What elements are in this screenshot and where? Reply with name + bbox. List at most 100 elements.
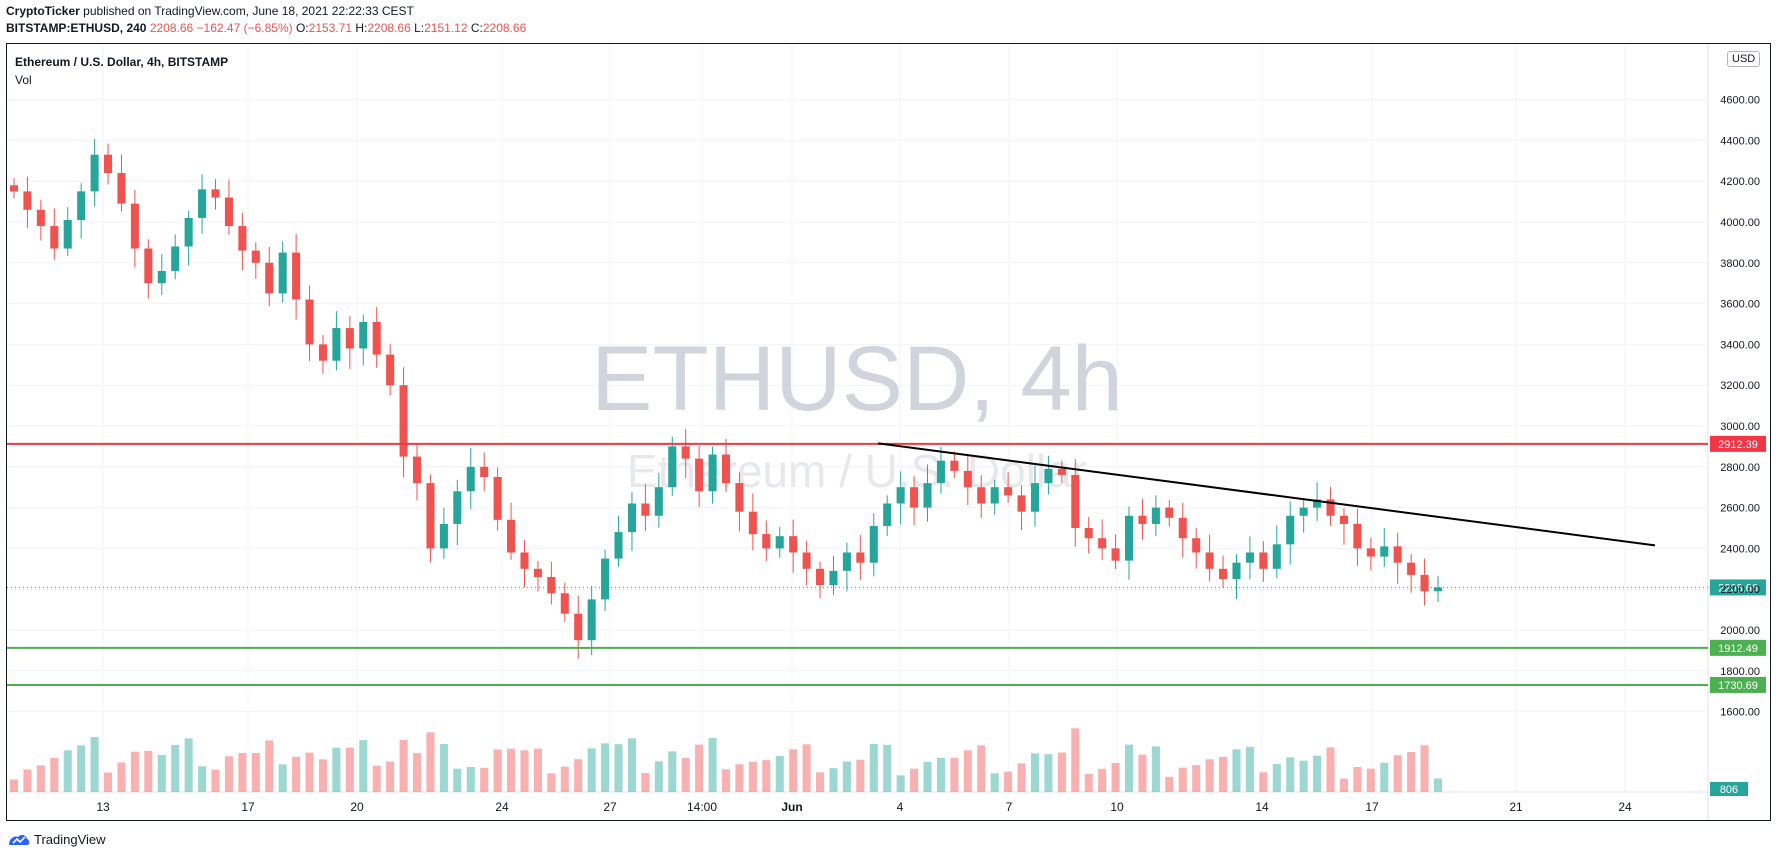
- high-value: 2208.66: [367, 21, 411, 35]
- candle-body: [77, 191, 86, 220]
- candle-body: [1353, 523, 1362, 549]
- volume-bar: [1286, 757, 1295, 792]
- candle-body: [1272, 544, 1281, 569]
- candle-body: [507, 519, 516, 553]
- volume-bar: [627, 738, 636, 792]
- y-tick-label: 4200.00: [1720, 176, 1760, 188]
- candle-body: [412, 456, 422, 484]
- y-tick-label: 3400.00: [1720, 339, 1760, 351]
- candle-body: [721, 454, 731, 484]
- volume-bar: [1433, 778, 1443, 792]
- currency-badge[interactable]: USD: [1727, 51, 1761, 67]
- volume-bar: [520, 750, 529, 792]
- candle-body: [601, 558, 610, 600]
- candle-body: [36, 209, 45, 227]
- volume-bar: [1366, 768, 1375, 792]
- volume-bar: [789, 749, 798, 792]
- y-tick-label: 2000.00: [1720, 625, 1760, 637]
- volume-bar: [23, 769, 32, 792]
- candle-body: [1044, 468, 1053, 484]
- volume-bar: [157, 755, 166, 792]
- volume-bar: [856, 759, 865, 792]
- volume-bar: [211, 769, 220, 792]
- volume-bar: [1205, 759, 1214, 792]
- volume-bar: [265, 740, 274, 792]
- volume-bar: [1017, 763, 1026, 792]
- candle-body: [198, 189, 207, 218]
- volume-bar: [412, 753, 422, 792]
- price-change: −162.47 (−6.85%): [196, 21, 293, 35]
- candle-body: [1259, 552, 1268, 569]
- x-tick-label: 17: [241, 800, 255, 814]
- y-tick-label: 4400.00: [1720, 135, 1760, 147]
- candle-body: [963, 470, 972, 488]
- x-tick-label: 10: [1110, 800, 1124, 814]
- volume-bar: [278, 764, 287, 792]
- candle-body: [654, 487, 663, 516]
- volume-bar: [466, 767, 475, 792]
- y-tick-label: 3000.00: [1720, 421, 1760, 433]
- volume-label-bg: [1710, 782, 1748, 796]
- volume-bar: [614, 744, 623, 792]
- price-label: 1730.69: [1718, 680, 1758, 692]
- volume-bar: [560, 766, 569, 792]
- volume-bar: [681, 758, 690, 792]
- published-text: published on TradingView.com, June 18, 2…: [83, 4, 414, 18]
- y-tick-label: 2600.00: [1720, 503, 1760, 515]
- volume-bar: [1044, 754, 1053, 792]
- volume-bar: [1313, 755, 1322, 792]
- candle-body: [802, 552, 811, 569]
- author-name[interactable]: CryptoTicker: [6, 4, 80, 18]
- candle-body: [1205, 552, 1214, 569]
- volume-bar: [1138, 754, 1147, 792]
- volume-bar: [184, 738, 193, 792]
- candle-body: [426, 483, 435, 549]
- volume-label: 806: [1720, 784, 1738, 796]
- x-tick-label: 27: [603, 800, 617, 814]
- candle-body: [950, 460, 959, 471]
- volume-bar: [1165, 776, 1174, 792]
- volume-bar: [654, 761, 663, 792]
- volume-bar: [50, 757, 59, 792]
- volume-bar: [721, 769, 731, 792]
- volume-bar: [950, 757, 959, 792]
- candle-body: [627, 503, 636, 533]
- candle-body: [1339, 515, 1348, 524]
- candle-body: [1366, 548, 1375, 557]
- volume-bar: [1124, 744, 1134, 792]
- volume-bar: [641, 773, 650, 792]
- volume-bar: [117, 762, 126, 792]
- candle-body: [1433, 587, 1443, 592]
- candle-body: [63, 219, 72, 249]
- volume-bar: [1071, 728, 1080, 792]
- candle-body: [735, 483, 744, 512]
- volume-bar: [104, 772, 113, 792]
- candle-body: [1084, 528, 1093, 539]
- candle-body: [399, 385, 408, 457]
- candle-body: [829, 570, 838, 586]
- y-tick-label: 1600.00: [1720, 707, 1760, 719]
- tradingview-logo-icon: [9, 834, 30, 845]
- candle-body: [104, 154, 113, 174]
- volume-bar: [1299, 760, 1308, 792]
- volume-bar: [251, 753, 260, 792]
- candle-body: [695, 458, 704, 492]
- candle-body: [1326, 499, 1335, 516]
- volume-bar: [1057, 752, 1066, 792]
- candle-body: [990, 487, 999, 504]
- volume-bar: [1178, 767, 1187, 792]
- candle-body: [238, 226, 247, 251]
- volume-bar: [1111, 763, 1120, 792]
- chart-frame[interactable]: [6, 43, 1771, 821]
- candle-body: [896, 487, 905, 504]
- volume-bar: [748, 761, 757, 792]
- candle-body: [856, 552, 865, 563]
- y-tick-label: 3600.00: [1720, 299, 1760, 311]
- volume-bar: [923, 762, 932, 792]
- volume-bar: [1380, 762, 1389, 792]
- price-label: 2912.39: [1718, 439, 1758, 451]
- price-label-bg: [1710, 435, 1766, 452]
- tradingview-footer[interactable]: TradingView: [8, 832, 106, 847]
- candle-body: [278, 252, 287, 294]
